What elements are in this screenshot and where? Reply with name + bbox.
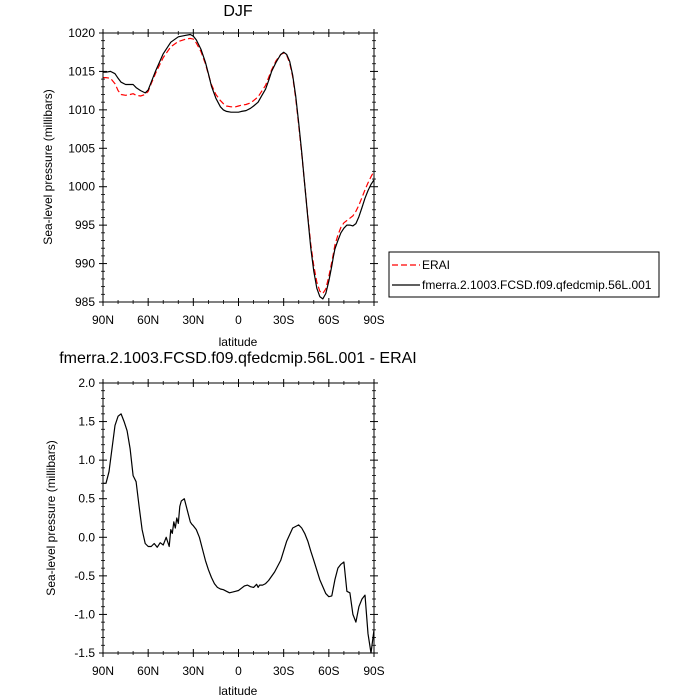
top-y-tick-label: 985	[75, 295, 95, 309]
top-x-tick-label: 30S	[273, 313, 294, 327]
bottom-chart-plot-area: -1.5 -1.0 -0.5 0.0 0.5 1.0 1.5 2.0 90N 60N 30N 0 30S…	[74, 376, 384, 678]
top-chart-title: DJF	[223, 3, 253, 20]
top-series-line-fmerra-2-1003-fcsd-f09-qfedcmip-56l-001	[103, 33, 375, 300]
bottom-chart: fmerra.2.1003.FCSD.f09.qfedcmip.56L.001 …	[44, 350, 417, 698]
bottom-x-tick-label: 60S	[318, 664, 339, 678]
top-series-line-erai	[103, 37, 375, 295]
top-x-tick-label: 60N	[137, 313, 159, 327]
bottom-x-tick-label: 30N	[182, 664, 204, 678]
bottom-x-tick-label: 30S	[273, 664, 294, 678]
legend-model-label: fmerra.2.1003.FCSD.f09.qfedcmip.56L.001	[422, 278, 652, 292]
top-y-tick-label: 995	[75, 218, 95, 232]
bottom-y-tick-label: 2.0	[78, 376, 95, 390]
top-chart: DJF 985 990 995 1000 1005 1010 1015 1020 90N 60N 3…	[41, 3, 660, 349]
top-y-tick-label: 1020	[68, 26, 95, 40]
bottom-y-tick-label: -1.0	[74, 607, 95, 621]
bottom-y-tick-label: 0.0	[78, 530, 95, 544]
bottom-x-tick-label: 90S	[363, 664, 384, 678]
top-x-tick-label: 90S	[363, 313, 384, 327]
bottom-y-tick-label: 0.5	[78, 492, 95, 506]
legend-erai-label: ERAI	[422, 258, 450, 272]
top-y-tick-label: 1015	[68, 64, 95, 78]
bottom-y-tick-label: 1.5	[78, 415, 95, 429]
top-y-tick-label: 1000	[68, 180, 95, 194]
top-y-tick-label: 990	[75, 257, 95, 271]
top-x-tick-label: 60S	[318, 313, 339, 327]
bottom-chart-y-axis-label: Sea-level pressure (millibars)	[44, 440, 58, 595]
bottom-chart-title: fmerra.2.1003.FCSD.f09.qfedcmip.56L.001 …	[59, 350, 417, 367]
top-y-tick-label: 1010	[68, 103, 95, 117]
bottom-chart-frame	[102, 382, 375, 654]
bottom-y-tick-label: -0.5	[74, 569, 95, 583]
bottom-x-tick-label: 60N	[137, 664, 159, 678]
top-chart-legend: ERAI fmerra.2.1003.FCSD.f09.qfedcmip.56L…	[388, 251, 660, 298]
top-chart-y-axis-label: Sea-level pressure (millibars)	[41, 89, 55, 244]
bottom-series-line-difference	[103, 413, 375, 654]
bottom-chart-x-axis-label: latitude	[219, 684, 258, 698]
top-y-tick-label: 1005	[68, 141, 95, 155]
top-x-tick-label: 30N	[182, 313, 204, 327]
legend-box	[388, 251, 660, 298]
top-chart-x-axis-label: latitude	[219, 335, 258, 349]
top-x-tick-label: 90N	[92, 313, 114, 327]
bottom-x-tick-label: 90N	[92, 664, 114, 678]
bottom-y-tick-label: -1.5	[74, 646, 95, 660]
top-chart-frame	[102, 32, 375, 303]
bottom-x-tick-label: 0	[235, 664, 242, 678]
bottom-y-tick-label: 1.0	[78, 453, 95, 467]
top-x-tick-label: 0	[235, 313, 242, 327]
